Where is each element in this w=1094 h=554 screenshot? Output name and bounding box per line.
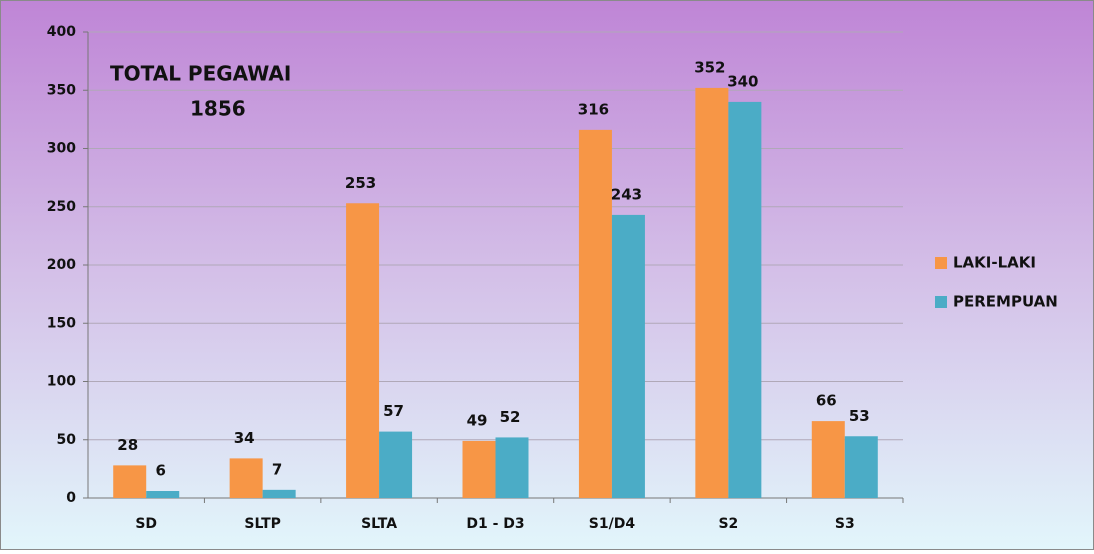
data-label: 340 (727, 72, 758, 90)
bar (611, 214, 645, 498)
bar (262, 489, 296, 498)
x-tick-label: S2 (718, 516, 738, 532)
bar (113, 465, 147, 498)
annotation: TOTAL PEGAWAI (110, 62, 291, 86)
x-tick-label: D1 - D3 (466, 516, 524, 532)
legend-label: PEREMPUAN (953, 293, 1058, 311)
bar (495, 437, 529, 498)
y-tick-label: 400 (47, 24, 76, 40)
data-label: 316 (578, 100, 609, 118)
x-tick-label: SLTP (244, 516, 281, 532)
data-label: 52 (500, 408, 521, 426)
bar (379, 431, 413, 498)
y-tick-label: 50 (57, 432, 77, 448)
data-label: 66 (816, 392, 837, 410)
y-tick-label: 250 (47, 199, 76, 215)
bar (695, 87, 729, 499)
bar (578, 129, 612, 499)
data-label: 57 (383, 402, 404, 420)
bar (146, 491, 180, 498)
data-label: 243 (611, 185, 642, 203)
data-label: 53 (849, 407, 870, 425)
bar (462, 440, 496, 498)
y-tick-label: 300 (47, 141, 76, 157)
x-tick-label: SLTA (361, 516, 397, 532)
data-label: 253 (345, 174, 376, 192)
x-tick-label: S3 (835, 516, 855, 532)
y-tick-label: 200 (47, 257, 76, 273)
legend-swatch (935, 296, 947, 308)
bar (811, 421, 845, 498)
y-tick-label: 150 (47, 315, 76, 331)
bar (844, 436, 878, 498)
data-label: 7 (272, 460, 282, 478)
data-label: 28 (117, 436, 138, 454)
data-label: 34 (234, 429, 255, 447)
bar (346, 203, 380, 498)
y-tick-label: 100 (47, 374, 76, 390)
y-tick-label: 350 (47, 82, 76, 98)
bar (728, 101, 762, 499)
y-tick-label: 0 (66, 490, 76, 506)
x-tick-label: SD (135, 516, 157, 532)
data-label: 352 (694, 58, 725, 76)
data-label: 6 (155, 462, 165, 480)
annotation: 1856 (190, 97, 246, 121)
legend-swatch (935, 257, 947, 269)
x-tick-label: S1/D4 (589, 516, 636, 532)
data-label: 49 (467, 411, 488, 429)
legend-label: LAKI-LAKI (953, 254, 1036, 272)
bar (229, 458, 263, 498)
